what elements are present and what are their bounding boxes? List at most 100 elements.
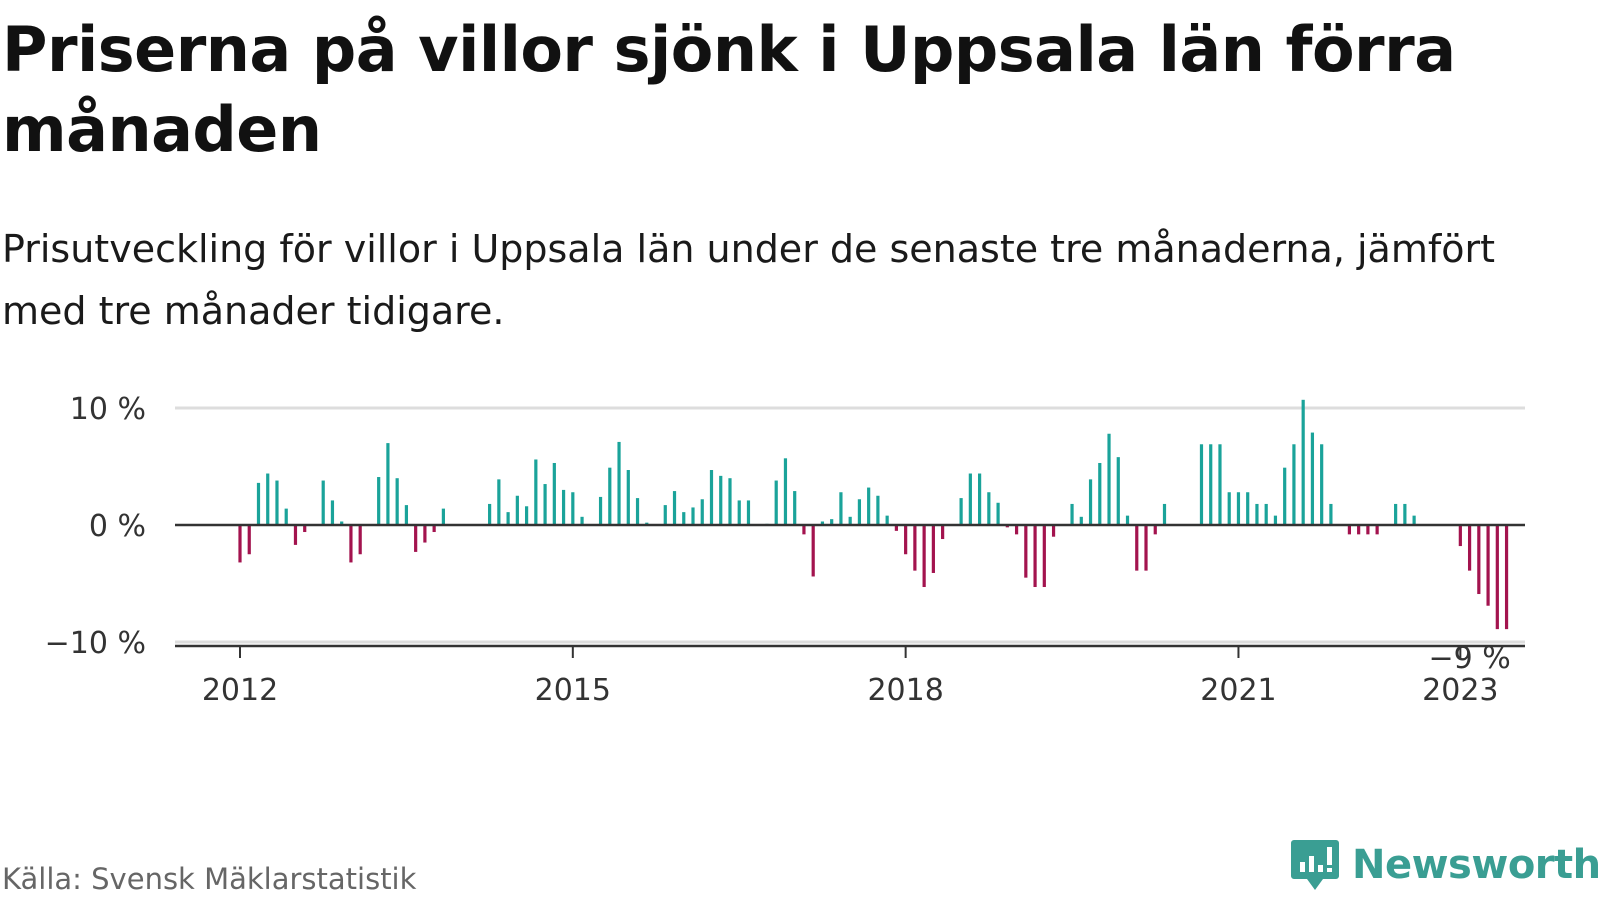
- bar: [395, 478, 399, 525]
- bar: [635, 498, 640, 525]
- bar: [1024, 525, 1028, 578]
- bar: [1236, 492, 1241, 525]
- bar: [1042, 525, 1046, 588]
- bar: [1458, 525, 1462, 547]
- bar: [1366, 525, 1370, 535]
- bar: [571, 492, 575, 525]
- bar: [423, 525, 427, 543]
- bar: [839, 492, 843, 525]
- bar: [404, 505, 409, 525]
- x-tick-label: 2015: [535, 673, 611, 708]
- bar: [811, 525, 815, 577]
- brand-name: Newsworthy: [1352, 842, 1600, 888]
- x-tick-label: 2023: [1422, 673, 1498, 708]
- bar: [737, 500, 741, 525]
- bar: [1209, 444, 1213, 525]
- bar: [746, 500, 751, 525]
- bar: [1320, 444, 1324, 525]
- bar: [303, 525, 307, 533]
- bar: [1375, 525, 1379, 535]
- bar: [885, 515, 889, 525]
- bar: [1051, 525, 1056, 537]
- bar: [1347, 525, 1351, 535]
- bar: [617, 441, 621, 525]
- chart-title: Priserna på villor sjönk i Uppsala län f…: [2, 13, 1456, 166]
- bar: [663, 505, 667, 525]
- bar: [1153, 525, 1157, 535]
- x-tick-label: 2012: [202, 673, 278, 708]
- bar: [330, 500, 335, 525]
- bar: [524, 506, 529, 525]
- bar: [506, 512, 510, 525]
- bar: [1088, 479, 1093, 525]
- bar: [1301, 399, 1305, 525]
- bar: [1199, 444, 1204, 525]
- y-tick-label: 10 %: [70, 392, 146, 427]
- bar: [580, 516, 584, 525]
- bar: [1135, 525, 1139, 571]
- bar: [256, 482, 261, 525]
- y-tick-label: −10 %: [45, 626, 146, 661]
- bar: [1144, 525, 1148, 571]
- chart-subtitle: Prisutveckling för villor i Uppsala län …: [2, 227, 1495, 333]
- bar: [682, 512, 686, 525]
- bar: [1394, 503, 1398, 525]
- bar: [1079, 516, 1083, 525]
- bar: [913, 525, 917, 571]
- bar: [978, 473, 982, 525]
- bar: [1107, 433, 1111, 525]
- bar: [894, 525, 898, 531]
- bar: [247, 525, 251, 555]
- brand-logo: Newsworthy: [1290, 838, 1600, 892]
- bar: [941, 525, 945, 540]
- bar: [987, 492, 991, 525]
- bar: [968, 473, 972, 525]
- y-tick-label: 0 %: [89, 509, 146, 544]
- bar: [340, 521, 344, 525]
- bar: [441, 508, 445, 525]
- x-tick-label: 2018: [867, 673, 943, 708]
- labels: 10 % 0 % −10 % 2012 2015 2018 2021 2023−9 %: [45, 392, 1511, 708]
- bar: [820, 521, 825, 525]
- source-note: Källa: Svensk Mäklarstatistik: [2, 862, 417, 896]
- bar: [534, 459, 538, 525]
- bar: [284, 508, 288, 525]
- bar: [432, 525, 436, 533]
- bars: [238, 399, 1509, 630]
- bar: [266, 473, 270, 525]
- bar: [358, 525, 362, 555]
- bar: [830, 519, 834, 525]
- bar: [1292, 444, 1296, 525]
- bar: [848, 516, 852, 525]
- bar: [1273, 515, 1278, 525]
- bar: [728, 478, 732, 525]
- bar: [1467, 525, 1472, 571]
- bar: [904, 525, 908, 555]
- bar: [691, 507, 695, 525]
- bar: [1504, 525, 1509, 630]
- bar: [497, 479, 501, 525]
- bar: [867, 487, 871, 525]
- bar: [321, 480, 325, 525]
- bar: [598, 496, 603, 525]
- bar: [1162, 503, 1167, 525]
- grid-lines: [175, 406, 1525, 644]
- bar: [719, 475, 723, 525]
- bar: [1310, 432, 1315, 525]
- x-tick-label: 2021: [1200, 673, 1276, 708]
- bar: [1477, 525, 1481, 595]
- bar: [876, 495, 880, 525]
- bar: [626, 470, 630, 525]
- bar: [783, 458, 788, 525]
- bar: [293, 525, 298, 545]
- bar: [1227, 492, 1231, 525]
- bar: [1014, 525, 1019, 535]
- bar: [1218, 444, 1222, 525]
- bar: [349, 525, 353, 563]
- bar-chart: 10 % 0 % −10 % 2012 2015 2018 2021 2023−9 %: [45, 392, 1525, 708]
- bar: [377, 477, 381, 525]
- bar: [1283, 467, 1287, 525]
- bar: [238, 525, 242, 563]
- bar: [1357, 525, 1361, 535]
- bar: [515, 495, 519, 525]
